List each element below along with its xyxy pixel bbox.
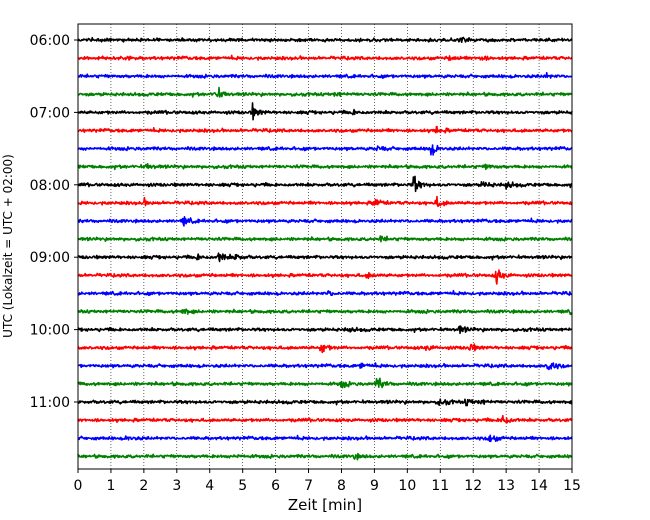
trace-1015 (77, 343, 573, 354)
trace-0830 (77, 216, 573, 227)
trace-0630 (77, 71, 573, 79)
x-tick-label: 5 (238, 478, 247, 494)
y-axis-label: UTC (Lokalzeit = UTC + 02:00) (1, 154, 15, 338)
trace-1145 (77, 452, 573, 461)
trace-0800 (77, 175, 573, 193)
trace-1130 (77, 434, 573, 443)
trace-0845 (77, 235, 573, 243)
x-axis-label: Zeit [min] (288, 496, 362, 514)
trace-0945 (77, 308, 573, 316)
x-tick-label: 15 (563, 478, 581, 494)
trace-1100 (77, 398, 573, 407)
x-tick-label: 9 (370, 478, 379, 494)
traces-layer (77, 36, 573, 461)
trace-1045 (77, 377, 573, 389)
x-ticks: 0 1 2 3 4 5 6 7 8 9 10 11 12 13 14 15 (74, 469, 581, 494)
y-tick-label: 06:00 (30, 33, 70, 49)
y-ticks: 06:00 07:00 08:00 09:00 10:00 11:00 (30, 33, 78, 411)
y-tick-label: 10:00 (30, 323, 70, 339)
x-tick-label: 10 (398, 478, 416, 494)
trace-0915 (77, 269, 573, 285)
trace-0615 (77, 54, 573, 62)
y-tick-label: 07:00 (30, 105, 70, 121)
trace-0815 (77, 195, 573, 208)
y-tick-label: 09:00 (30, 250, 70, 266)
trace-1000 (77, 325, 573, 335)
y-tick-label: 11:00 (30, 395, 70, 411)
x-tick-label: 11 (431, 478, 449, 494)
plot-frame (77, 23, 573, 470)
x-tick-label: 0 (74, 478, 83, 494)
trace-0745 (77, 162, 573, 171)
x-tick-label: 3 (172, 478, 181, 494)
trace-0930 (77, 289, 573, 297)
x-tick-label: 12 (464, 478, 482, 494)
trace-1115 (77, 414, 573, 424)
trace-0645 (77, 86, 573, 98)
x-tick-label: 6 (271, 478, 280, 494)
grid-layer (110, 24, 540, 469)
x-tick-label: 8 (337, 478, 346, 494)
y-tick-label: 08:00 (30, 178, 70, 194)
x-tick-label: 2 (139, 478, 148, 494)
x-tick-label: 7 (304, 478, 313, 494)
trace-0715 (77, 125, 573, 134)
trace-0730 (77, 144, 573, 156)
x-tick-label: 1 (106, 478, 115, 494)
trace-0600 (77, 36, 573, 44)
x-tick-label: 14 (530, 478, 548, 494)
x-tick-label: 4 (205, 478, 214, 494)
trace-0900 (77, 252, 573, 263)
trace-0700 (77, 102, 573, 121)
x-tick-label: 13 (497, 478, 515, 494)
trace-1030 (77, 362, 573, 371)
